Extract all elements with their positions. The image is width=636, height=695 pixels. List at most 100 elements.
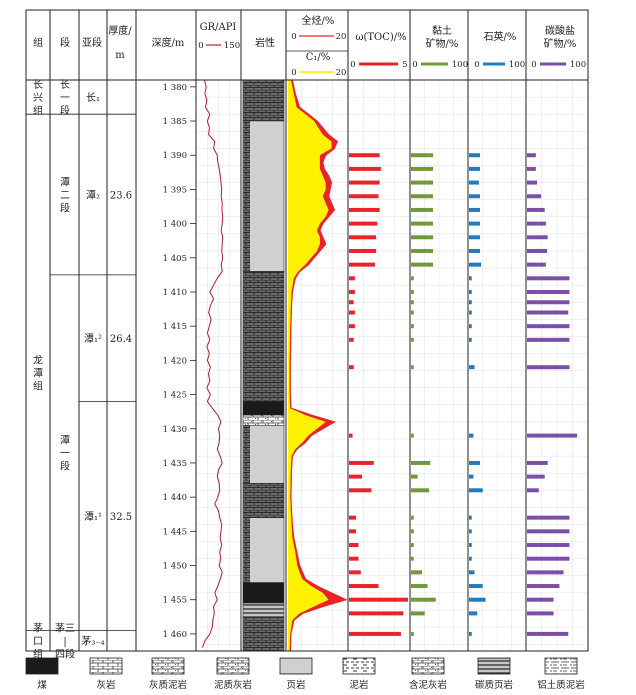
quartz-bar bbox=[469, 221, 480, 226]
carbonate-bar bbox=[527, 166, 536, 171]
section-label: 一 bbox=[60, 449, 70, 460]
carbonate-scale-min: 0 bbox=[531, 60, 536, 70]
lithology-limestone bbox=[242, 483, 285, 518]
depth-tick-label: 1 415 bbox=[163, 322, 187, 332]
section-label: 长 bbox=[60, 79, 70, 91]
carbonate-bar bbox=[527, 515, 570, 520]
header-gr: GR/API bbox=[200, 22, 237, 33]
clay-bar bbox=[411, 488, 430, 493]
header-clay-2: 矿物/% bbox=[426, 37, 459, 50]
clay-bar bbox=[411, 276, 414, 281]
group-label: 潭 bbox=[33, 367, 43, 379]
subsection-label: 潭₁¹ bbox=[84, 511, 102, 523]
clay-bar bbox=[411, 515, 414, 520]
header-carbonate-1: 碳酸盐 bbox=[545, 24, 575, 37]
clay-bar bbox=[411, 248, 433, 253]
clay-bar bbox=[411, 543, 414, 548]
thickness-value: 23.6 bbox=[110, 191, 132, 202]
shale-pattern bbox=[279, 657, 313, 675]
carbonate-bar bbox=[527, 289, 570, 294]
lithology-edge bbox=[243, 425, 250, 484]
toc-bar bbox=[349, 570, 361, 575]
clay-bar bbox=[411, 221, 433, 226]
quartz-bar bbox=[469, 515, 472, 520]
quartz-bar bbox=[469, 460, 480, 465]
legend-label: 页岩 bbox=[286, 679, 305, 691]
legend-label: 铝土质泥岩 bbox=[537, 679, 585, 691]
quartz-bar bbox=[469, 166, 480, 171]
depth-tick-label: 1 390 bbox=[163, 151, 187, 161]
quartz-bar bbox=[469, 474, 474, 479]
header-toc: ω(TOC)/% bbox=[355, 32, 406, 43]
carbonate-bar bbox=[527, 365, 570, 370]
toc-bar bbox=[349, 153, 380, 158]
table-frame bbox=[25, 9, 589, 652]
clay-bar bbox=[411, 194, 433, 199]
toc-bar bbox=[349, 221, 378, 226]
quartz-bar bbox=[469, 584, 483, 589]
toc-bar bbox=[349, 584, 379, 589]
mudstone-pattern bbox=[342, 657, 376, 675]
clay-bar bbox=[411, 310, 414, 315]
toc-bar bbox=[349, 248, 377, 253]
toc-bar bbox=[349, 597, 408, 602]
outer-border bbox=[25, 9, 589, 652]
clay-bar bbox=[411, 235, 433, 240]
toc-bar bbox=[349, 262, 375, 267]
carbonate-bar bbox=[527, 529, 570, 534]
clay-bar bbox=[411, 631, 414, 636]
c1-scale-min: 0 bbox=[291, 68, 296, 78]
subsection-label: 潭₁² bbox=[84, 333, 102, 345]
clay-bar bbox=[411, 180, 433, 185]
header-c1: C₁/% bbox=[306, 52, 331, 63]
quartz-bar bbox=[469, 324, 472, 329]
carbonate-bar bbox=[527, 570, 564, 575]
clay-bar bbox=[411, 365, 414, 370]
clay-scale-max: 100 bbox=[452, 60, 468, 70]
group-label: 组 bbox=[33, 104, 43, 117]
toc-bar bbox=[349, 166, 381, 171]
toc-bar bbox=[349, 324, 355, 329]
header-depth: 深度/m bbox=[152, 36, 185, 49]
header-quartz: 石英/% bbox=[484, 30, 517, 43]
group-label: 龙 bbox=[33, 353, 43, 366]
quartz-bar bbox=[469, 597, 486, 602]
carbonate-bar bbox=[527, 433, 578, 438]
gr-track bbox=[201, 79, 224, 648]
legend-label: 含泥灰岩 bbox=[409, 679, 447, 691]
toc-bar bbox=[349, 611, 404, 616]
carbonate-bar bbox=[527, 207, 545, 212]
section-label: | bbox=[63, 637, 66, 648]
carbonate-bar bbox=[527, 180, 538, 185]
header-lithology: 岩性 bbox=[255, 36, 275, 49]
carbonate-bar bbox=[527, 262, 546, 267]
toc-bar bbox=[349, 289, 355, 294]
depth-tick-label: 1 405 bbox=[163, 254, 187, 264]
depth-tick-label: 1 380 bbox=[163, 83, 187, 93]
depth-tick-label: 1 440 bbox=[163, 493, 187, 503]
header-yaduan: 亚段 bbox=[82, 36, 102, 49]
toc-bar bbox=[349, 460, 374, 465]
quartz-scale-min: 0 bbox=[474, 60, 479, 70]
subsection-label: 茅₃₋₄ bbox=[81, 636, 104, 648]
lithology-legend: 煤 灰岩 灰质泥岩 泥质灰岩 页岩 泥岩 含泥灰岩 碳质页岩 铝土质泥岩 bbox=[25, 657, 585, 691]
clay-bar bbox=[411, 166, 433, 171]
toc-bar bbox=[349, 310, 355, 315]
lithology-edge bbox=[243, 517, 250, 583]
carbonate-scale-max: 100 bbox=[570, 60, 586, 70]
lithology-limestone bbox=[242, 271, 285, 402]
header-carbonate-2: 矿物/% bbox=[544, 37, 577, 50]
header-duan: 段 bbox=[60, 36, 70, 49]
quartz-bar bbox=[469, 235, 480, 240]
clay-bar bbox=[411, 289, 414, 294]
lithology-coal bbox=[242, 582, 285, 604]
carbonate-bar bbox=[527, 153, 536, 158]
carbonate-bar bbox=[527, 324, 570, 329]
clay-bar bbox=[411, 460, 431, 465]
carbonate-bar bbox=[527, 194, 542, 199]
header-clay-1: 黏土 bbox=[432, 24, 452, 37]
quartz-bar bbox=[469, 276, 472, 281]
clay-bar bbox=[411, 337, 414, 342]
section-label: 段 bbox=[60, 104, 70, 117]
depth-tick-label: 1 450 bbox=[163, 562, 187, 572]
